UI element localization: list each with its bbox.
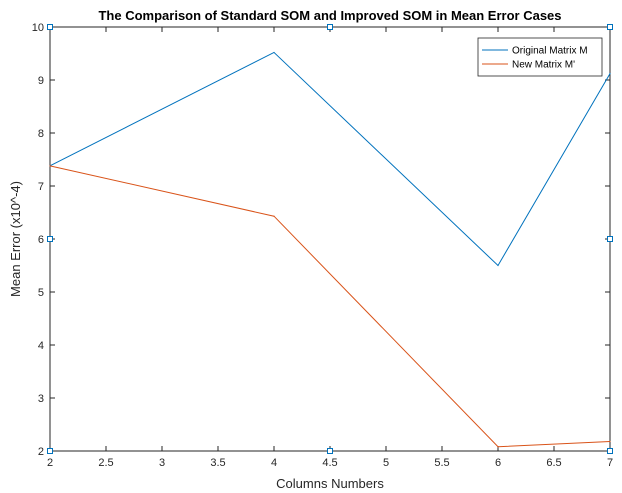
data-point <box>273 51 275 54</box>
data-point <box>49 165 51 167</box>
resize-handle[interactable] <box>47 448 53 454</box>
plot-area <box>49 26 611 452</box>
y-tick-label: 2 <box>38 446 44 458</box>
resize-handle[interactable] <box>47 236 53 242</box>
data-point <box>273 215 275 217</box>
y-tick-label: 9 <box>38 75 44 87</box>
chart-title: The Comparison of Standard SOM and Impro… <box>98 8 561 23</box>
y-tick-label: 3 <box>38 393 44 405</box>
x-tick-label: 3.5 <box>210 457 225 469</box>
y-tick-label: 5 <box>38 287 44 299</box>
data-point <box>609 73 611 75</box>
y-tick-label: 4 <box>38 340 44 352</box>
x-axis-label: Columns Numbers <box>276 476 384 491</box>
y-tick-label: 10 <box>32 22 44 34</box>
legend: Original Matrix M New Matrix M' <box>477 37 603 77</box>
resize-handle[interactable] <box>607 448 613 454</box>
series-line-2 <box>49 165 611 448</box>
series-line-1 <box>49 51 611 267</box>
x-tick-label: 6 <box>495 457 501 469</box>
x-tick-label: 6.5 <box>546 457 561 469</box>
data-point <box>609 440 611 443</box>
x-tick-label: 7 <box>607 457 613 469</box>
resize-handle[interactable] <box>607 236 613 242</box>
y-tick-label: 7 <box>38 181 44 193</box>
legend-label-1: Original Matrix M <box>512 46 588 57</box>
selection-handles <box>47 24 613 454</box>
x-tick-label: 3 <box>159 457 165 469</box>
x-tick-label: 5.5 <box>434 457 449 469</box>
x-tick-label: 2 <box>47 457 53 469</box>
x-tick-label: 4 <box>271 457 277 469</box>
legend-label-2: New Matrix M' <box>512 60 575 71</box>
resize-handle[interactable] <box>327 448 333 454</box>
legend-box <box>477 37 603 77</box>
x-tick-label: 2.5 <box>98 457 113 469</box>
x-tick-label: 5 <box>383 457 389 469</box>
series-group <box>49 51 611 448</box>
data-point <box>497 264 499 267</box>
resize-handle[interactable] <box>47 24 53 30</box>
x-tick-label: 4.5 <box>322 457 337 469</box>
axis-ticks: 2 2.5 3 3.5 4 4.5 5 5.5 6 6.5 7 2 3 4 5 6 7 8 9 10 <box>32 22 613 469</box>
data-point <box>497 446 499 448</box>
y-axis-label: Mean Error (x10^-4) <box>8 181 23 297</box>
y-tick-label: 6 <box>38 234 44 246</box>
y-tick-label: 8 <box>38 128 44 140</box>
resize-handle[interactable] <box>607 24 613 30</box>
resize-handle[interactable] <box>327 24 333 30</box>
